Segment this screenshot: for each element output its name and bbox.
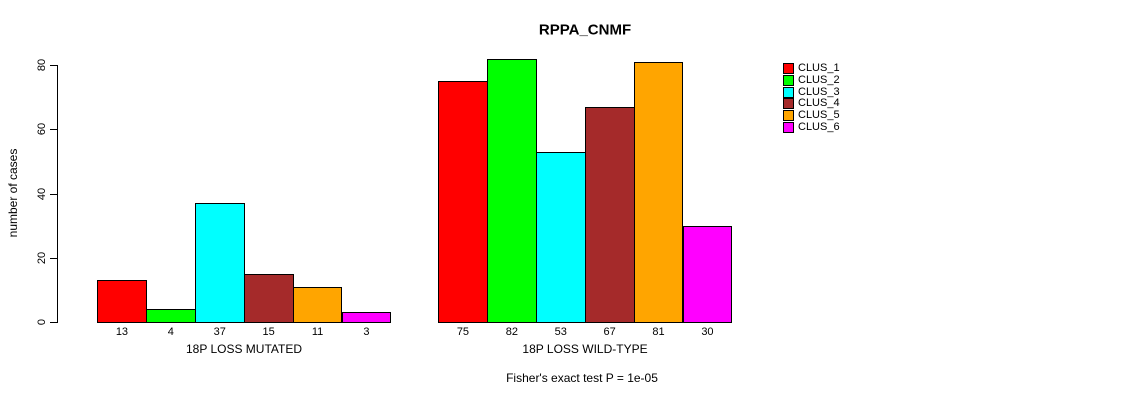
legend-label: CLUS_6: [798, 120, 840, 133]
bar-clus_4-group2: [584, 106, 635, 323]
legend-item-clus_1: CLUS_1: [783, 63, 840, 75]
legend-label: CLUS_3: [798, 85, 840, 98]
bar-clus_6-group2: [682, 225, 733, 323]
legend-swatch-clus_3: [783, 86, 794, 98]
bar-value-label: 81: [652, 326, 665, 338]
y-axis-tick: [50, 65, 57, 66]
y-axis-tick-label: 0: [36, 318, 48, 326]
bar-clus_2-group1: [145, 309, 196, 323]
legend-swatch-clus_4: [783, 98, 794, 110]
y-axis-tick: [50, 193, 57, 195]
group-label-wild-type: 18P LOSS WILD-TYPE: [522, 342, 648, 356]
bar-value-label: 11: [311, 326, 324, 338]
y-axis-tick-label: 80: [36, 58, 48, 72]
bar-value-label: 67: [603, 326, 616, 338]
bar-value-label: 82: [505, 326, 518, 338]
y-axis-line: [57, 65, 58, 323]
y-axis-tick-label: 20: [36, 251, 48, 264]
group-label-mutated: 18P LOSS MUTATED: [185, 342, 303, 356]
bar-value-label: 53: [554, 326, 567, 338]
legend-label: CLUS_4: [798, 97, 840, 110]
bar-value-label: 75: [456, 326, 470, 338]
bar-clus_3-group1: [194, 203, 245, 323]
bar-value-label: 37: [213, 326, 226, 338]
fisher-test-annotation: Fisher's exact test P = 1e-05: [506, 371, 658, 385]
bar-value-label: 3: [363, 326, 370, 338]
y-axis-tick-label: 40: [36, 187, 48, 200]
legend-swatch-clus_2: [783, 75, 794, 87]
bar-value-label: 15: [262, 326, 275, 338]
legend-swatch-clus_6: [783, 121, 794, 133]
bar-value-label: 4: [167, 326, 174, 338]
bar-clus_3-group2: [535, 151, 586, 323]
y-axis-tick: [50, 129, 57, 131]
bar-clus_6-group1: [341, 312, 392, 323]
bar-clus_4-group1: [243, 273, 294, 323]
legend-item-clus_3: CLUS_3: [783, 86, 840, 98]
legend: CLUS_1 CLUS_2 CLUS_3 CLUS_4 CLUS_5 CLUS_6: [783, 63, 840, 133]
legend-swatch-clus_1: [783, 63, 794, 75]
y-axis-tick: [50, 257, 57, 259]
bar-clus_1-group1: [97, 280, 147, 323]
legend-item-clus_2: CLUS_2: [783, 75, 840, 87]
legend-swatch-clus_5: [783, 110, 794, 122]
y-axis-tick: [50, 322, 57, 323]
legend-item-clus_4: CLUS_4: [783, 98, 840, 110]
bar-value-label: 30: [701, 326, 714, 338]
y-axis-tick-label: 60: [36, 123, 48, 136]
legend-label: CLUS_5: [798, 109, 840, 122]
y-axis-label: number of cases: [6, 148, 20, 238]
legend-item-clus_5: CLUS_5: [783, 110, 840, 122]
bar-clus_5-group2: [633, 61, 684, 323]
bar-clus_5-group1: [292, 286, 343, 323]
bar-clus_1-group2: [438, 81, 488, 323]
legend-label: CLUS_1: [798, 62, 840, 75]
legend-label: CLUS_2: [798, 74, 840, 87]
bar-value-label: 13: [115, 326, 129, 338]
legend-item-clus_6: CLUS_6: [783, 121, 840, 133]
chart-title: RPPA_CNMF: [538, 21, 632, 39]
bar-clus_2-group2: [486, 58, 537, 323]
